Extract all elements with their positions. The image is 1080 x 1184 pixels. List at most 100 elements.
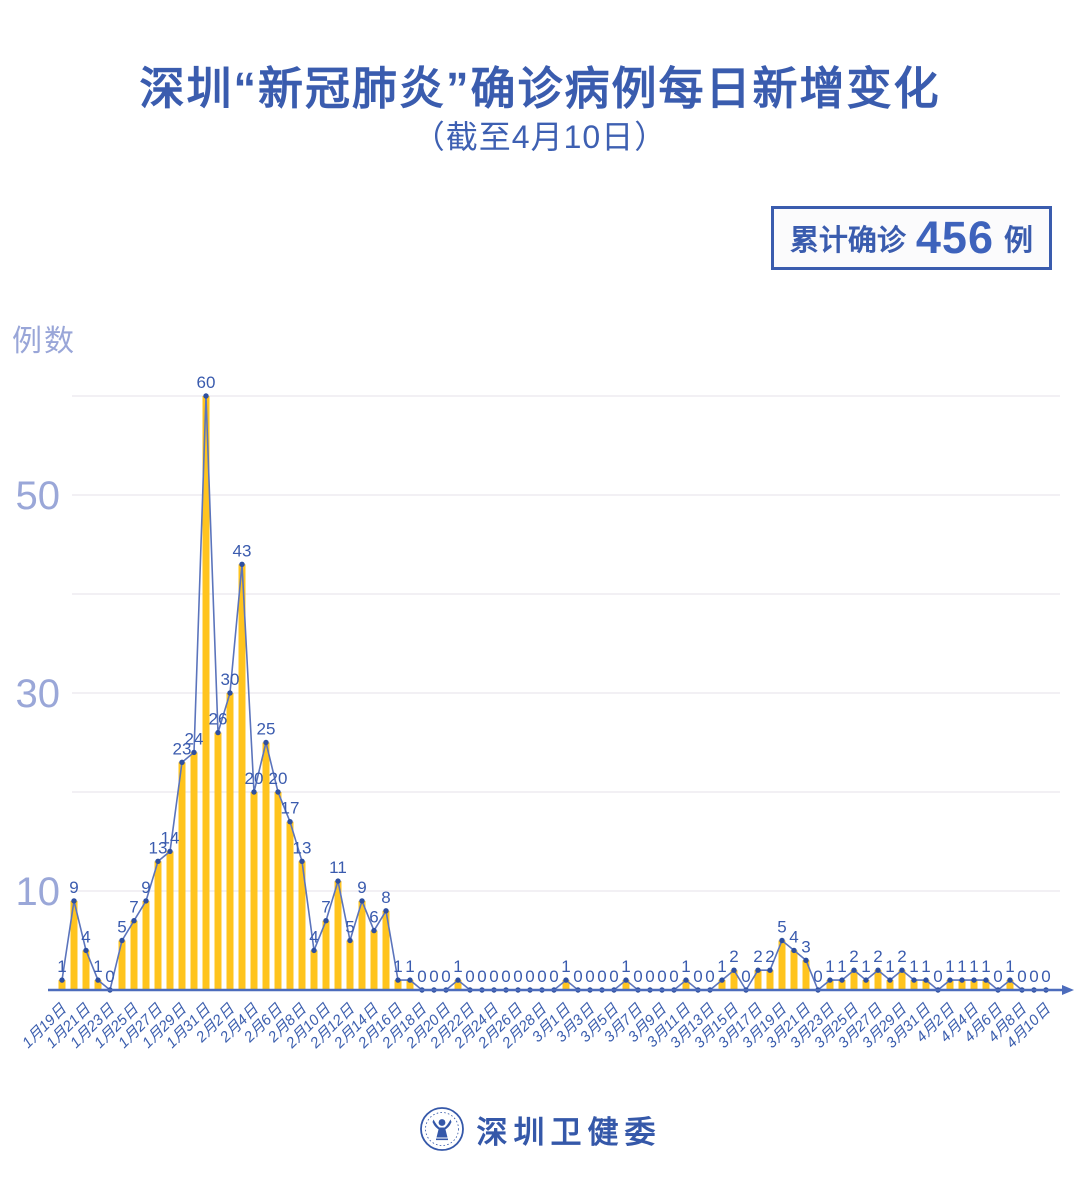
svg-text:0: 0 — [813, 967, 822, 986]
svg-text:0: 0 — [993, 967, 1002, 986]
svg-text:0: 0 — [669, 967, 678, 986]
svg-text:0: 0 — [501, 967, 510, 986]
svg-text:0: 0 — [537, 967, 546, 986]
svg-text:0: 0 — [513, 967, 522, 986]
svg-text:1: 1 — [561, 957, 570, 976]
x-axis — [48, 985, 1074, 995]
svg-text:7: 7 — [321, 898, 330, 917]
svg-text:0: 0 — [597, 967, 606, 986]
svg-text:2: 2 — [765, 947, 774, 966]
svg-text:8: 8 — [381, 888, 390, 907]
svg-text:0: 0 — [645, 967, 654, 986]
svg-text:4: 4 — [81, 927, 90, 946]
svg-text:1: 1 — [717, 957, 726, 976]
svg-text:0: 0 — [549, 967, 558, 986]
page-title: 深圳“新冠肺炎”确诊病例每日新增变化 — [139, 63, 941, 114]
svg-text:0: 0 — [525, 967, 534, 986]
svg-text:0: 0 — [633, 967, 642, 986]
svg-text:24: 24 — [185, 729, 204, 748]
svg-text:0: 0 — [1017, 967, 1026, 986]
svg-text:25: 25 — [257, 720, 276, 739]
svg-text:2: 2 — [729, 947, 738, 966]
svg-text:6: 6 — [369, 908, 378, 927]
svg-text:0: 0 — [741, 967, 750, 986]
svg-text:0: 0 — [657, 967, 666, 986]
svg-text:14: 14 — [161, 828, 180, 847]
svg-text:1: 1 — [453, 957, 462, 976]
svg-text:0: 0 — [693, 967, 702, 986]
svg-text:0: 0 — [105, 967, 114, 986]
footer: 深圳卫健委 — [0, 1106, 1080, 1152]
svg-text:0: 0 — [1041, 967, 1050, 986]
svg-text:2: 2 — [897, 947, 906, 966]
svg-text:4: 4 — [309, 927, 318, 946]
svg-text:1: 1 — [837, 957, 846, 976]
svg-text:1: 1 — [393, 957, 402, 976]
y-tick-labels: 10 30 50 — [16, 474, 61, 914]
svg-text:2: 2 — [753, 947, 762, 966]
svg-text:1: 1 — [621, 957, 630, 976]
svg-text:20: 20 — [245, 769, 264, 788]
svg-text:7: 7 — [129, 898, 138, 917]
svg-text:10: 10 — [16, 870, 61, 914]
svg-text:1: 1 — [405, 957, 414, 976]
svg-text:0: 0 — [585, 967, 594, 986]
svg-text:9: 9 — [69, 878, 78, 897]
svg-text:1: 1 — [681, 957, 690, 976]
svg-text:0: 0 — [489, 967, 498, 986]
x-tick-labels: 1月19日1月21日1月23日1月25日1月27日1月29日1月31日2月2日2… — [19, 1000, 1055, 1052]
daily-new-cases-chart: 1030501941057913142324602630432025201713… — [16, 373, 1074, 1052]
svg-text:9: 9 — [141, 878, 150, 897]
y-axis-title: 例数 — [12, 325, 76, 358]
svg-text:1: 1 — [981, 957, 990, 976]
bars — [58, 396, 1014, 990]
svg-text:5: 5 — [345, 918, 354, 937]
badge-label: 累计确诊 — [789, 225, 906, 257]
svg-text:1: 1 — [57, 957, 66, 976]
svg-text:20: 20 — [269, 769, 288, 788]
svg-text:0: 0 — [573, 967, 582, 986]
svg-text:9: 9 — [357, 878, 366, 897]
svg-text:1: 1 — [93, 957, 102, 976]
svg-text:60: 60 — [197, 373, 216, 392]
svg-text:30: 30 — [16, 672, 61, 716]
svg-text:0: 0 — [417, 967, 426, 986]
svg-text:1: 1 — [825, 957, 834, 976]
svg-text:13: 13 — [293, 838, 312, 857]
badge-value: 456 — [915, 212, 994, 263]
svg-text:0: 0 — [705, 967, 714, 986]
svg-text:17: 17 — [281, 799, 300, 818]
cumulative-total-badge: 累计确诊 456 例 — [770, 206, 1052, 270]
svg-text:1: 1 — [1005, 957, 1014, 976]
svg-text:0: 0 — [609, 967, 618, 986]
svg-text:23: 23 — [173, 739, 192, 758]
svg-text:1: 1 — [945, 957, 954, 976]
svg-text:0: 0 — [441, 967, 450, 986]
svg-text:30: 30 — [221, 670, 240, 689]
svg-text:1: 1 — [861, 957, 870, 976]
org-name: 深圳卫健委 — [476, 1114, 662, 1150]
badge-unit: 例 — [1003, 225, 1033, 257]
svg-text:5: 5 — [117, 918, 126, 937]
svg-text:1: 1 — [969, 957, 978, 976]
svg-text:43: 43 — [233, 541, 252, 560]
svg-text:0: 0 — [1029, 967, 1038, 986]
svg-text:4: 4 — [789, 927, 798, 946]
value-labels: 1941057913142324602630432025201713471159… — [57, 373, 1050, 986]
shenzhen-health-commission-seal-icon — [419, 1107, 464, 1151]
svg-text:50: 50 — [16, 474, 61, 518]
svg-text:13: 13 — [149, 838, 168, 857]
page-subtitle: （截至4月10日） — [412, 119, 668, 155]
svg-text:0: 0 — [933, 967, 942, 986]
svg-text:1: 1 — [957, 957, 966, 976]
svg-text:0: 0 — [429, 967, 438, 986]
svg-text:1: 1 — [921, 957, 930, 976]
svg-text:1: 1 — [885, 957, 894, 976]
svg-text:0: 0 — [465, 967, 474, 986]
svg-text:26: 26 — [209, 710, 228, 729]
svg-text:2: 2 — [873, 947, 882, 966]
svg-text:0: 0 — [477, 967, 486, 986]
svg-text:11: 11 — [329, 858, 347, 877]
svg-text:3: 3 — [801, 937, 810, 956]
